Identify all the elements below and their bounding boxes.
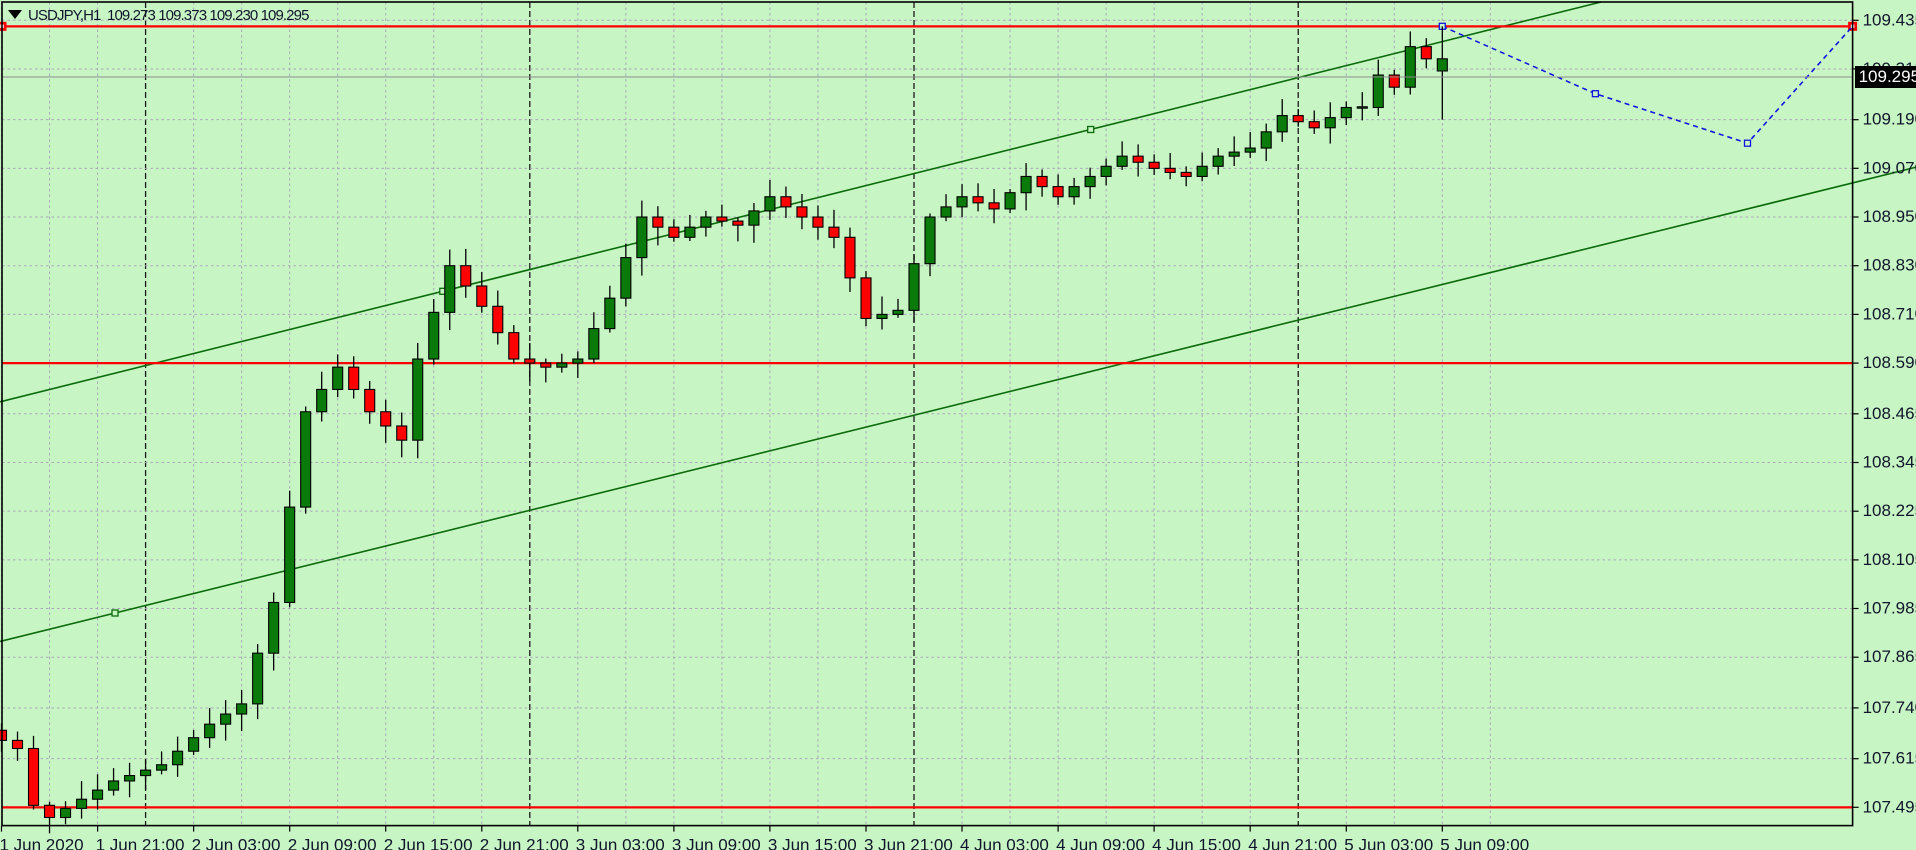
svg-text:1 Jun 2020: 1 Jun 2020 [0, 836, 84, 850]
svg-text:5 Jun 03:00: 5 Jun 03:00 [1344, 836, 1433, 850]
svg-text:3 Jun 09:00: 3 Jun 09:00 [672, 836, 761, 850]
svg-text:108.465: 108.465 [1863, 404, 1916, 423]
svg-text:107.865: 107.865 [1863, 647, 1916, 666]
svg-text:109.190: 109.190 [1863, 110, 1916, 129]
svg-text:109.435: 109.435 [1863, 10, 1916, 29]
svg-text:3 Jun 21:00: 3 Jun 21:00 [864, 836, 953, 850]
svg-text:2 Jun 03:00: 2 Jun 03:00 [192, 836, 281, 850]
svg-text:108.345: 108.345 [1863, 453, 1916, 472]
svg-text:2 Jun 09:00: 2 Jun 09:00 [288, 836, 377, 850]
svg-text:108.105: 108.105 [1863, 550, 1916, 569]
svg-text:3 Jun 15:00: 3 Jun 15:00 [768, 836, 857, 850]
svg-text:4 Jun 15:00: 4 Jun 15:00 [1152, 836, 1241, 850]
svg-text:1 Jun 21:00: 1 Jun 21:00 [96, 836, 185, 850]
svg-text:2 Jun 21:00: 2 Jun 21:00 [480, 836, 569, 850]
svg-text:107.985: 107.985 [1863, 599, 1916, 618]
svg-text:108.225: 108.225 [1863, 501, 1916, 520]
svg-text:3 Jun 03:00: 3 Jun 03:00 [576, 836, 665, 850]
svg-text:109.070: 109.070 [1863, 158, 1916, 177]
svg-text:108.590: 108.590 [1863, 353, 1916, 372]
svg-text:107.615: 107.615 [1863, 749, 1916, 768]
svg-text:2 Jun 15:00: 2 Jun 15:00 [384, 836, 473, 850]
svg-text:107.740: 107.740 [1863, 698, 1916, 717]
svg-text:107.495: 107.495 [1863, 797, 1916, 816]
svg-text:4 Jun 09:00: 4 Jun 09:00 [1056, 836, 1145, 850]
svg-text:4 Jun 03:00: 4 Jun 03:00 [960, 836, 1049, 850]
svg-text:108.710: 108.710 [1863, 304, 1916, 323]
svg-text:5 Jun 09:00: 5 Jun 09:00 [1440, 836, 1529, 850]
svg-text:4 Jun 21:00: 4 Jun 21:00 [1248, 836, 1337, 850]
svg-text:108.830: 108.830 [1863, 256, 1916, 275]
svg-text:108.950: 108.950 [1863, 207, 1916, 226]
